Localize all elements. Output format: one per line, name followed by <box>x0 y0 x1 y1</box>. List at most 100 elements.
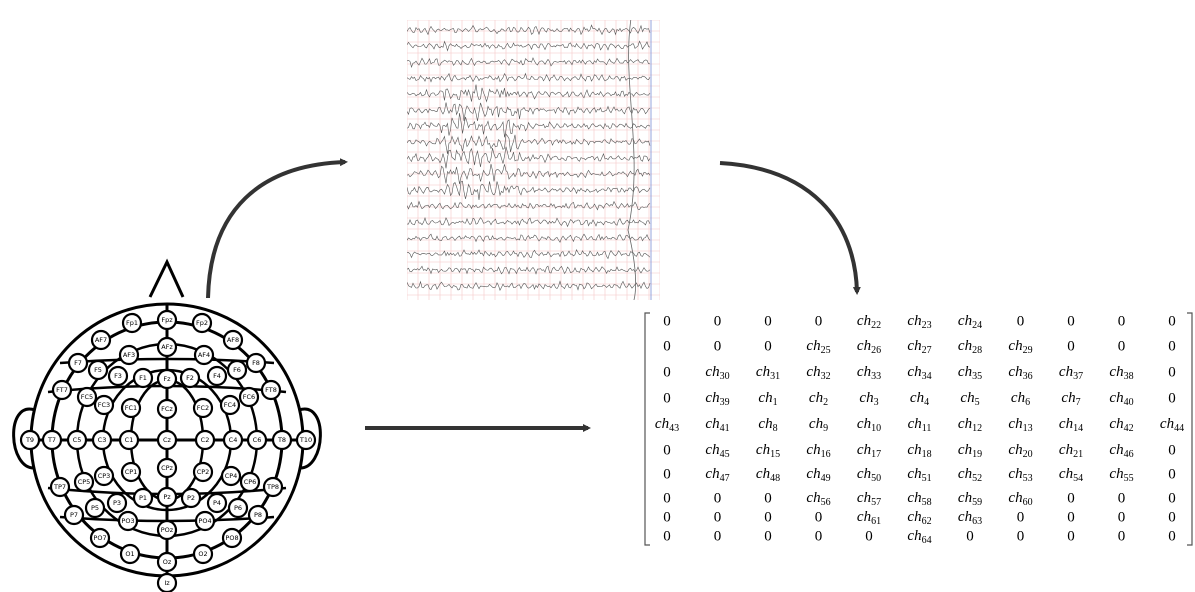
electrode-label: FCz <box>161 405 173 413</box>
electrode-label: P1 <box>139 494 147 502</box>
electrode-label: P2 <box>187 494 195 502</box>
matrix-cell: 0 <box>1017 528 1025 544</box>
electrode-label: CP1 <box>125 468 138 476</box>
electrode-label: PO8 <box>225 534 238 542</box>
matrix-cell: ch56 <box>806 490 830 508</box>
matrix-cell: 0 <box>663 338 671 354</box>
matrix-cell: ch62 <box>907 509 931 527</box>
matrix-cell: ch1 <box>758 390 777 408</box>
electrode-label: FC5 <box>81 393 93 401</box>
matrix-cell: 0 <box>1067 528 1075 544</box>
electrode-label: Iz <box>164 579 170 587</box>
electrode-label: Fp1 <box>126 319 138 327</box>
matrix-cell: ch18 <box>907 442 931 460</box>
matrix-cell: ch24 <box>958 313 982 331</box>
matrix-cell: ch3 <box>859 390 878 408</box>
matrix-cell: ch43 <box>655 416 679 434</box>
matrix-cell: 0 <box>1017 313 1025 329</box>
electrode-label: F4 <box>213 372 221 380</box>
electrode-label: Oz <box>163 558 172 566</box>
matrix-cell: 0 <box>1118 313 1126 329</box>
matrix-cell: 0 <box>764 509 772 525</box>
matrix-cell: ch58 <box>907 490 931 508</box>
electrode-label: F3 <box>114 372 122 380</box>
matrix-cell: 0 <box>1067 313 1075 329</box>
matrix-cell: ch20 <box>1008 442 1032 460</box>
electrode-label: TP8 <box>266 483 279 491</box>
matrix-cell: ch17 <box>857 442 881 460</box>
electrode-label: CPz <box>161 464 173 472</box>
electrode-label: C5 <box>73 436 82 444</box>
matrix-cell: 0 <box>714 528 722 544</box>
matrix-cell: 0 <box>1168 364 1176 380</box>
matrix-cell: 0 <box>714 490 722 506</box>
matrix-cell: ch7 <box>1061 390 1080 408</box>
matrix-cell: 0 <box>663 390 671 406</box>
matrix-cell: ch55 <box>1109 466 1133 484</box>
matrix-cell: ch23 <box>907 313 931 331</box>
matrix-cell: 0 <box>815 313 823 329</box>
electrode-label: POz <box>161 526 174 534</box>
matrix-cell: ch31 <box>756 364 780 382</box>
matrix-bracket <box>645 313 650 545</box>
matrix-cell: ch52 <box>958 466 982 484</box>
matrix-cell: ch57 <box>857 490 881 508</box>
electrode-label: C6 <box>253 436 262 444</box>
electrode-label: P7 <box>70 511 78 519</box>
electrode-label: FC6 <box>243 393 255 401</box>
matrix-cell: ch42 <box>1109 416 1133 434</box>
electrode-label: AF3 <box>123 351 135 359</box>
electrode-label: F8 <box>252 359 260 367</box>
matrix-cell: ch4 <box>910 390 929 408</box>
electrode-label: F5 <box>94 366 102 374</box>
matrix-cell: ch60 <box>1008 490 1032 508</box>
matrix-cell: 0 <box>764 313 772 329</box>
electrode-label: PO3 <box>121 517 134 525</box>
matrix-cell: ch22 <box>857 313 881 331</box>
matrix-cell: ch46 <box>1109 442 1133 460</box>
electrode-label: FT8 <box>265 386 277 394</box>
matrix-cell: ch14 <box>1059 416 1083 434</box>
matrix-cell: ch64 <box>907 528 931 546</box>
electrode-label: CP4 <box>225 472 238 480</box>
matrix-cell: ch38 <box>1109 364 1133 382</box>
matrix-cell: ch49 <box>806 466 830 484</box>
matrix-cell: ch29 <box>1008 338 1032 356</box>
electrode-label: P5 <box>91 504 99 512</box>
matrix-cell: 0 <box>865 528 873 544</box>
electrode-label: AF4 <box>198 351 210 359</box>
electrode-label: CP5 <box>78 478 91 486</box>
electrode-label: P6 <box>234 504 242 512</box>
matrix-cell: ch5 <box>960 390 979 408</box>
matrix-cell: 0 <box>1118 338 1126 354</box>
electrode-label: PO4 <box>198 517 211 525</box>
matrix-cell: 0 <box>1168 528 1176 544</box>
matrix-cell: 0 <box>1118 509 1126 525</box>
matrix-bracket <box>1187 313 1192 545</box>
eeg-background <box>407 20 660 300</box>
matrix-cell: ch37 <box>1059 364 1083 382</box>
matrix-cell: ch53 <box>1008 466 1032 484</box>
matrix-cell: 0 <box>1118 490 1126 506</box>
matrix-cell: ch15 <box>756 442 780 460</box>
electrode-label: Pz <box>163 493 171 501</box>
matrix-cell: 0 <box>1168 390 1176 406</box>
matrix-cell: ch26 <box>857 338 881 356</box>
matrix-cell: 0 <box>1118 528 1126 544</box>
matrix-cell: 0 <box>714 509 722 525</box>
electrode-label: AF8 <box>227 336 239 344</box>
electrode-label: FC4 <box>224 401 236 409</box>
matrix-cell: ch21 <box>1059 442 1083 460</box>
electrode-label: P3 <box>113 499 121 507</box>
electrode-label: C1 <box>125 436 134 444</box>
electrode-label: TP7 <box>53 483 66 491</box>
matrix-cell: 0 <box>663 364 671 380</box>
matrix-cell: 0 <box>663 466 671 482</box>
matrix-cell: ch59 <box>958 490 982 508</box>
arrow <box>720 163 857 292</box>
electrode-label: FC2 <box>197 404 209 412</box>
matrix-cell: ch61 <box>857 509 881 527</box>
matrix-cell: ch28 <box>958 338 982 356</box>
electrode-label: F2 <box>186 374 194 382</box>
electrode-label: Fz <box>163 375 171 383</box>
